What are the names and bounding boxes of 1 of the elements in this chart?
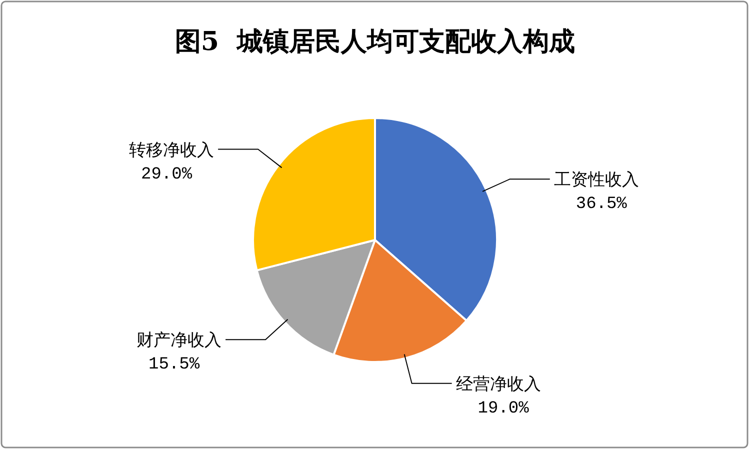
title: 图5 城镇居民人均可支配收入构成 (174, 27, 576, 57)
